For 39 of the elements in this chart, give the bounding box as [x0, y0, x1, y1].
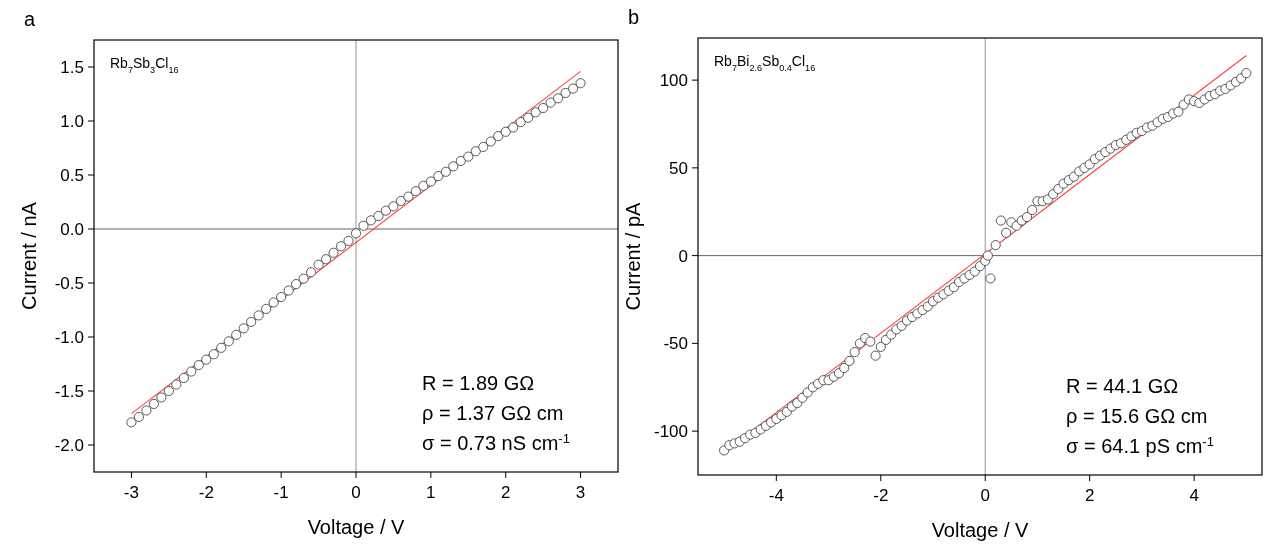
- x-tick-label: -4: [768, 486, 784, 505]
- x-tick-label: 1: [426, 483, 436, 502]
- annotation: σ = 0.73 nS cm$^{-1}$: [422, 430, 570, 454]
- annotation: ρ = 15.6 GΩ cm: [1066, 405, 1208, 427]
- x-tick-label: 2: [500, 483, 511, 502]
- y-tick-label: 100: [659, 71, 688, 91]
- y-tick-label: -100: [653, 422, 688, 442]
- y-tick-label: 0: [678, 246, 688, 266]
- x-tick-label: 2: [1084, 486, 1095, 505]
- y-tick-label: -50: [663, 334, 688, 354]
- x-tick-label: 4: [1189, 486, 1199, 505]
- x-tick-label: 0: [351, 483, 361, 502]
- x-tick-label: 0: [980, 486, 990, 505]
- x-axis-title: Voltage / V: [931, 519, 1030, 541]
- y-tick-label: -0.5: [54, 273, 84, 293]
- y-tick-label: -1.5: [54, 381, 84, 401]
- annotation: ρ = 1.37 GΩ cm: [422, 402, 564, 424]
- annotation: Rb$_{7}$Sb$_{3}$Cl$_{16}$: [110, 55, 179, 75]
- y-tick-label: -2.0: [54, 435, 84, 455]
- y-tick-label: 1.0: [60, 111, 84, 131]
- y-axis-title: Current / pA: [622, 201, 644, 311]
- x-tick-label: -2: [873, 486, 889, 505]
- x-tick-label: 3: [575, 483, 586, 502]
- y-tick-label: 1.5: [60, 57, 84, 77]
- x-tick-label: -1: [273, 483, 289, 502]
- y-tick-label: 0.0: [60, 219, 84, 239]
- x-axis-title: Voltage / V: [307, 516, 406, 538]
- chart-title: a: [24, 8, 36, 30]
- annotation: R = 44.1 GΩ: [1066, 375, 1179, 397]
- y-tick-label: -1.0: [54, 327, 84, 347]
- y-tick-label: 0.5: [60, 165, 84, 185]
- x-tick-label: -3: [123, 483, 139, 502]
- annotation: σ = 64.1 pS cm$^{-1}$: [1066, 433, 1214, 457]
- annotation: Rb$_{7}$Bi$_{2.6}$Sb$_{0.4}$Cl$_{16}$: [714, 53, 816, 73]
- y-tick-label: 50: [669, 158, 688, 178]
- x-tick-label: -2: [198, 483, 214, 502]
- annotation: R = 1.89 GΩ: [422, 372, 535, 394]
- chart-title: b: [628, 6, 640, 28]
- y-axis-title: Current / nA: [18, 201, 40, 310]
